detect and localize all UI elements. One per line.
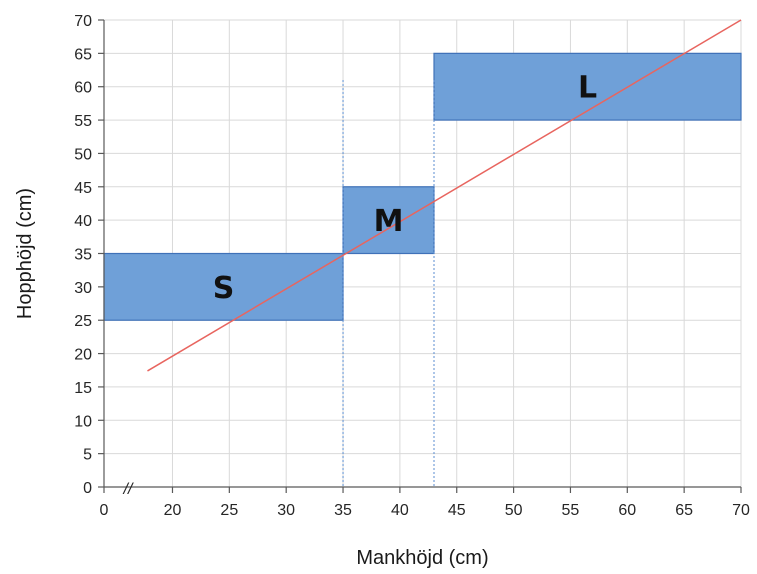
x-tick-label-30: 30: [277, 502, 295, 519]
y-tick-label-15: 15: [74, 380, 92, 397]
dividers: [342, 80, 435, 487]
x-tick-label-40: 40: [391, 502, 409, 519]
y-tick-label-25: 25: [74, 313, 92, 330]
y-tick-label-55: 55: [74, 113, 92, 130]
y-tick-label-30: 30: [74, 280, 92, 297]
x-axis-break-mark: //: [123, 481, 134, 498]
y-tick-label-70: 70: [74, 13, 92, 30]
y-axis-title: Hopphöjd (cm): [14, 188, 36, 319]
x-axis-title: Mankhöjd (cm): [356, 547, 488, 569]
axes: [98, 19, 742, 493]
trend-line-group: [147, 19, 742, 372]
box-label-m: M: [374, 204, 404, 239]
y-tick-label-60: 60: [74, 80, 92, 97]
x-tick-label-45: 45: [448, 502, 466, 519]
x-tick-label-65: 65: [675, 502, 693, 519]
y-tick-labels: 0 5 10 15 20 25 30 35 40 45 50 55 60 65 70: [74, 13, 92, 497]
trend-line: [147, 19, 742, 372]
x-tick-label-20: 20: [164, 502, 182, 519]
box-labels: S M L: [213, 71, 597, 306]
size-boxes: [103, 52, 742, 321]
x-tick-label-50: 50: [505, 502, 523, 519]
y-tick-label-50: 50: [74, 146, 92, 163]
box-s: [103, 252, 344, 321]
y-tick-label-35: 35: [74, 247, 92, 264]
box-label-l: L: [578, 71, 597, 106]
x-tick-label-25: 25: [220, 502, 238, 519]
box-l: [433, 52, 742, 121]
y-tick-label-45: 45: [74, 180, 92, 197]
y-tick-label-40: 40: [74, 213, 92, 230]
y-tick-label-20: 20: [74, 347, 92, 364]
y-tick-label-10: 10: [74, 413, 92, 430]
x-tick-labels: 0 20 25 30 35 40 45 50 55 60 65 70: [100, 502, 750, 519]
x-tick-label-60: 60: [618, 502, 636, 519]
y-tick-label-0: 0: [83, 480, 92, 497]
y-tick-label-5: 5: [83, 447, 92, 464]
y-tick-label-65: 65: [74, 46, 92, 63]
box-label-s: S: [213, 271, 235, 306]
x-tick-label-55: 55: [562, 502, 580, 519]
x-tick-label-35: 35: [334, 502, 352, 519]
x-tick-label-0: 0: [100, 502, 109, 519]
x-tick-label-70: 70: [732, 502, 750, 519]
